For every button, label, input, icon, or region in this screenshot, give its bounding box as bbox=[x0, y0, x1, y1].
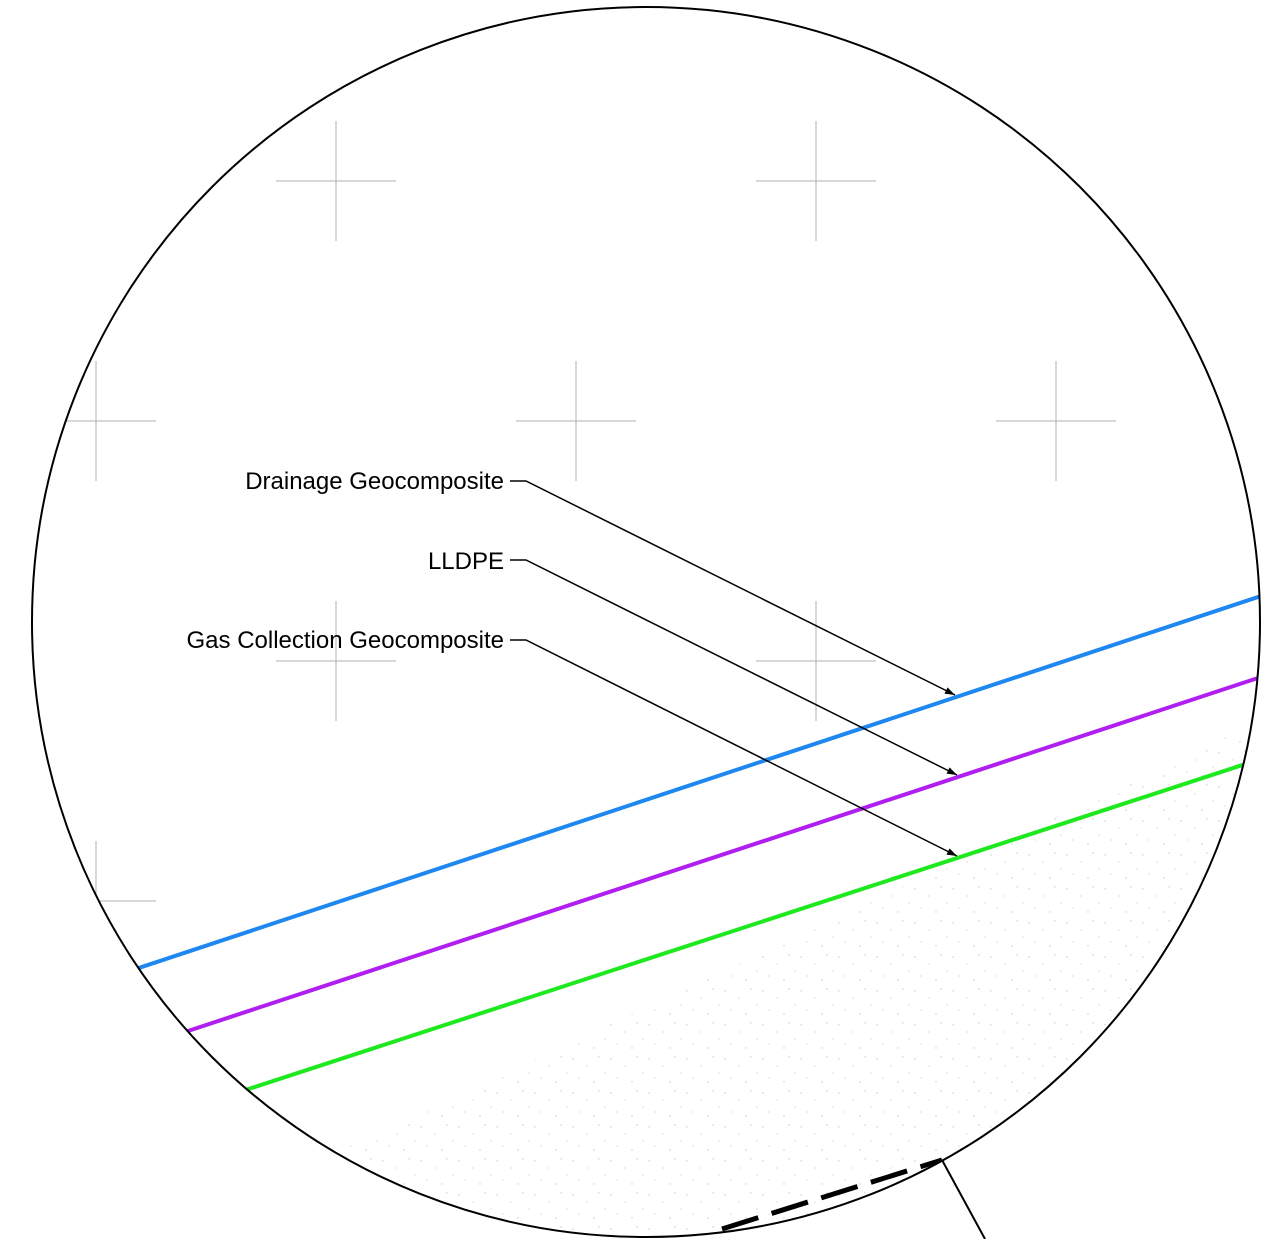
label-gas-collection-geocomposite: Gas Collection Geocomposite bbox=[187, 627, 504, 654]
crosshair-mark bbox=[36, 841, 156, 961]
soil-stipple-fill bbox=[150, 720, 1260, 1237]
crosshair-mark bbox=[276, 601, 396, 721]
label-drainage-geocomposite: Drainage Geocomposite bbox=[245, 468, 504, 495]
detail-circle-outline bbox=[31, 6, 1261, 1238]
lldpe-layer bbox=[32, 675, 1260, 1095]
crosshair-mark bbox=[756, 121, 876, 241]
crosshair-mark bbox=[996, 361, 1116, 481]
crosshair-mark bbox=[36, 361, 156, 481]
leader-arrow-drainage bbox=[510, 480, 956, 696]
crosshair-mark bbox=[756, 601, 876, 721]
detail-exit-leader bbox=[941, 1159, 986, 1239]
leader-arrow-lldpe bbox=[510, 559, 958, 776]
detail-view-contents bbox=[32, 121, 1260, 1237]
crosshair-mark bbox=[516, 361, 636, 481]
crosshair-mark bbox=[276, 121, 396, 241]
label-lldpe: LLDPE bbox=[428, 548, 504, 575]
drainage-geocomposite-layer bbox=[32, 594, 1260, 1016]
leader-arrow-gas-collection bbox=[510, 639, 958, 857]
crosshair-grid bbox=[36, 121, 1116, 961]
dashed-boundary-line bbox=[721, 1157, 943, 1232]
